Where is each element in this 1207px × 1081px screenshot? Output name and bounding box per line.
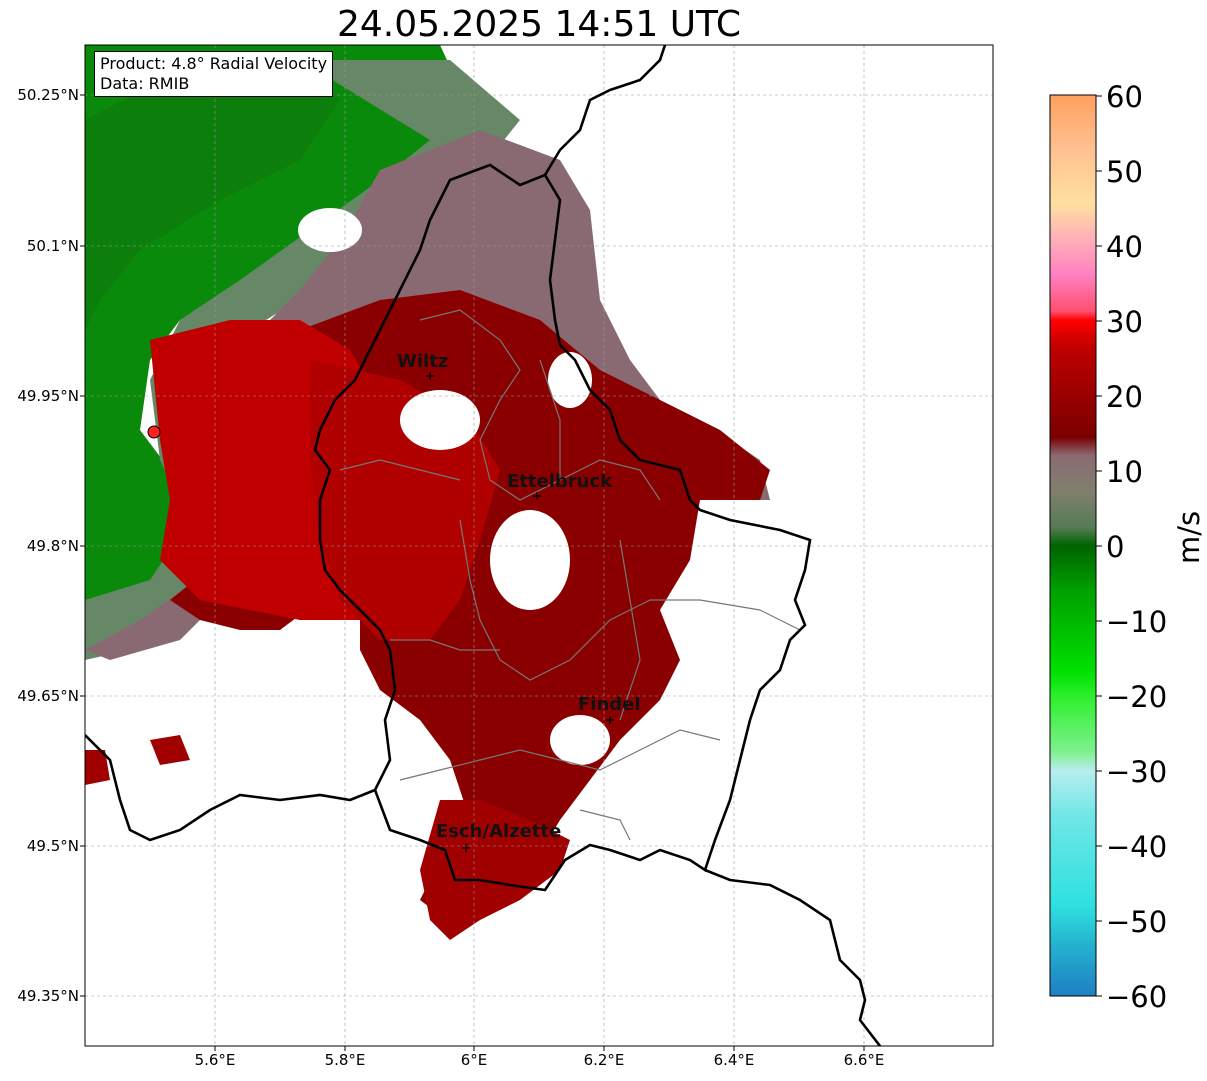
lat-label: 49.35°N [17, 987, 79, 1005]
lon-label: 6.2°E [583, 1051, 625, 1069]
colorbar-tick-label: −50 [1106, 905, 1168, 939]
lat-label: 49.8°N [26, 537, 79, 555]
radar-echo-layer [85, 45, 770, 940]
colorbar-tick-label: −10 [1106, 605, 1168, 639]
lat-label: 49.65°N [17, 687, 79, 705]
lat-label: 49.95°N [17, 387, 79, 405]
city-label-esch-alzette: Esch/Alzette [436, 821, 562, 842]
colorbar-tick-label: 30 [1106, 305, 1143, 339]
colorbar-tick-label: 10 [1106, 455, 1143, 489]
city-label-findel: Findel [578, 694, 641, 715]
lat-label: 50.1°N [26, 237, 79, 255]
map-title: 24.05.2025 14:51 UTC [336, 4, 742, 45]
colorbar-ticks [1096, 95, 1102, 997]
country-borders [85, 45, 882, 1046]
colorbar-tick-label: 20 [1106, 380, 1143, 414]
colorbar-tick-label: −40 [1106, 830, 1168, 864]
colorbar-tick-label: −20 [1106, 680, 1168, 714]
colorbar-tick-label: 50 [1106, 155, 1143, 189]
lon-label: 5.8°E [324, 1051, 366, 1069]
city-markers [426, 372, 614, 852]
colorbar-tick-label: 0 [1106, 530, 1125, 564]
colorbar-tick-label: 60 [1106, 80, 1143, 114]
lon-label: 6.4°E [713, 1051, 755, 1069]
colorbar-unit-label: m/s [1172, 510, 1206, 564]
colorbar-tick-label: 40 [1106, 230, 1143, 264]
lat-label: 50.25°N [17, 86, 79, 104]
colorbar-tick-label: −30 [1106, 755, 1168, 789]
data-source-label: Data: RMIB [100, 74, 190, 93]
lon-label: 6.6°E [843, 1051, 885, 1069]
info-box: Product: 4.8° Radial Velocity Data: RMIB [94, 51, 334, 97]
axis-ticks [80, 94, 865, 1051]
lat-label: 49.5°N [26, 837, 79, 855]
canton-borders [339, 309, 801, 841]
lon-label: 5.6°E [194, 1051, 236, 1069]
city-label-ettelbruck: Ettelbruck [507, 471, 613, 492]
colorbar [1049, 94, 1097, 997]
radar-site-marker [147, 425, 161, 439]
colorbar-tick-label: −60 [1106, 980, 1168, 1014]
city-label-wiltz: Wiltz [397, 351, 449, 372]
lon-label: 6°E [460, 1051, 488, 1069]
product-label: Product: 4.8° Radial Velocity [100, 54, 328, 73]
